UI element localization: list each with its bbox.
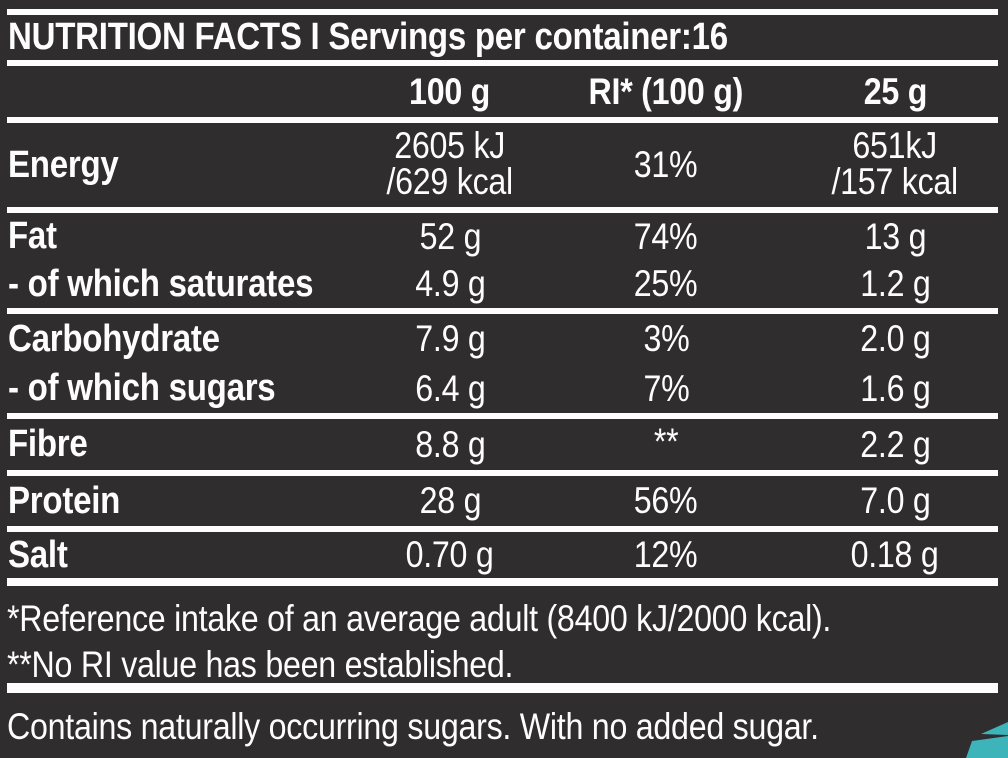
- footnotes-section: *Reference intake of an average adult (8…: [0, 586, 1008, 685]
- value-cell-ri: 3%: [642, 318, 689, 359]
- value-cell-25g: 1.6 g: [859, 367, 931, 409]
- value-cell-ri: 25%: [634, 263, 698, 304]
- top-margin: [0, 0, 1008, 9]
- divider: [7, 683, 998, 693]
- value-cell-ri: 56%: [634, 480, 698, 521]
- value-cell-100g: 6.4 g: [414, 367, 486, 409]
- footnote-no-ri-value: **No RI value has been established.: [7, 644, 514, 685]
- value-cell-100g: 7.9 g: [414, 318, 486, 359]
- value-cell-25g: 1.2 g: [859, 263, 931, 304]
- table-row-sugars: - of which sugars 6.4 g 7% 1.6 g: [0, 364, 1008, 413]
- table-row-protein: Protein 28 g 56% 7.0 g: [0, 476, 1008, 526]
- column-header-ri: RI* (100 g): [588, 70, 744, 112]
- value-cell-100g: 2605 kJ/629 kcal: [386, 124, 514, 202]
- row-label: Energy: [8, 143, 119, 186]
- contains-note: Contains naturally occurring sugars. Wit…: [7, 706, 819, 747]
- value-cell-ri: 7%: [642, 367, 689, 409]
- divider: [7, 207, 998, 213]
- divider: [7, 9, 998, 15]
- value-cell-100g: 8.8 g: [414, 423, 486, 465]
- table-row-fibre: Fibre 8.8 g ** 2.2 g: [0, 419, 1008, 470]
- table-row-carbohydrate: Carbohydrate 7.9 g 3% 2.0 g: [0, 314, 1008, 364]
- value-cell-25g: 7.0 g: [859, 480, 931, 521]
- value-cell-ri: 74%: [634, 215, 698, 257]
- value-cell-25g: 13 g: [864, 215, 926, 257]
- column-header-100g: 100 g: [409, 70, 491, 112]
- value-cell-100g: 28 g: [419, 480, 481, 521]
- value-cell-25g: 651kJ/157 kcal: [831, 124, 959, 202]
- value-cell-25g: 2.0 g: [859, 318, 931, 359]
- page-title: NUTRITION FACTS I Servings per container…: [8, 16, 728, 58]
- divider: [7, 117, 998, 123]
- divider: [7, 413, 998, 419]
- value-cell-25g: 2.2 g: [859, 423, 931, 465]
- row-label: Protein: [8, 479, 121, 522]
- value-cell-100g: 4.9 g: [414, 263, 486, 304]
- value-cell-100g: 0.70 g: [406, 534, 494, 575]
- teal-corner-ribbon-icon: [966, 722, 1008, 758]
- row-label: - of which sugars: [8, 367, 276, 409]
- table-row-saturates: - of which saturates 4.9 g 25% 1.2 g: [0, 260, 1008, 308]
- nutrition-facts-title-bar: NUTRITION FACTS I Servings per container…: [0, 15, 1008, 60]
- row-label: Salt: [8, 533, 68, 576]
- value-cell-ri: 31%: [634, 144, 698, 185]
- column-header-25g: 25 g: [863, 70, 927, 112]
- column-header-row: 100 g RI* (100 g) 25 g: [0, 66, 1008, 117]
- row-label: - of which saturates: [8, 262, 314, 305]
- row-label: Fat: [8, 215, 57, 257]
- divider: [7, 60, 998, 66]
- value-cell-100g: 52 g: [419, 215, 481, 257]
- divider: [7, 578, 998, 586]
- value-cell-25g: 0.18 g: [851, 534, 939, 575]
- divider: [7, 308, 998, 314]
- row-label: Fibre: [8, 423, 88, 465]
- divider: [7, 470, 998, 476]
- footnote-reference-intake: *Reference intake of an average adult (8…: [7, 598, 832, 639]
- value-cell-ri: 12%: [634, 534, 698, 575]
- table-row-fat: Fat 52 g 74% 13 g: [0, 213, 1008, 260]
- table-row-energy: Energy 2605 kJ/629 kcal 31% 651kJ/157 kc…: [0, 123, 1008, 207]
- value-cell-ri-no-value: **: [653, 421, 679, 462]
- divider: [7, 526, 998, 532]
- row-label: Carbohydrate: [8, 317, 220, 360]
- table-row-salt: Salt 0.70 g 12% 0.18 g: [0, 532, 1008, 578]
